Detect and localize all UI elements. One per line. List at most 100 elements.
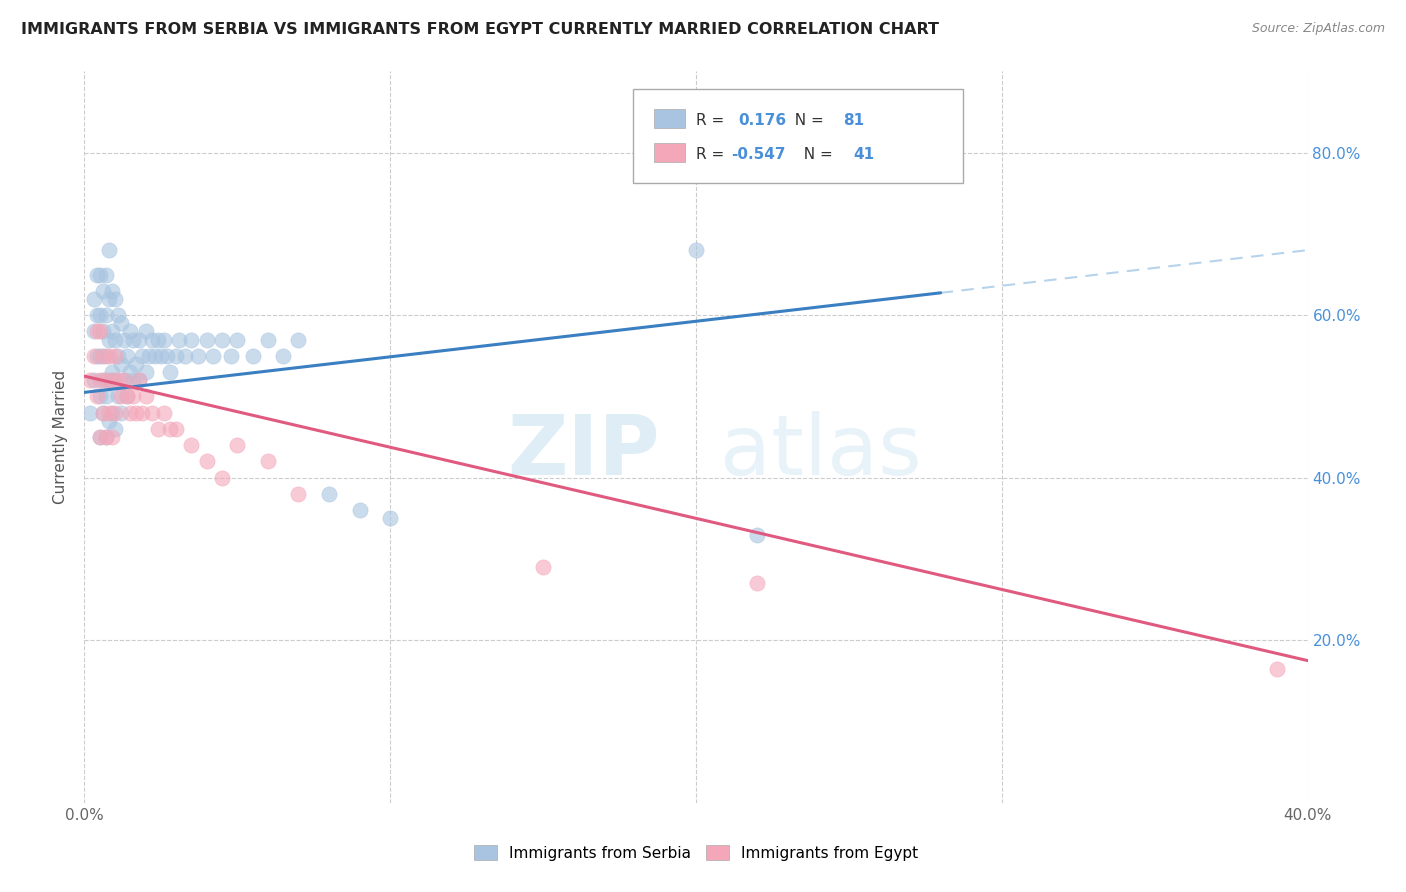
- Point: [89, 430, 111, 444]
- Point: [195, 454, 218, 468]
- Point: [167, 333, 190, 347]
- Point: [287, 487, 309, 501]
- Point: [91, 349, 114, 363]
- Text: -0.547: -0.547: [731, 147, 786, 162]
- Point: [120, 406, 142, 420]
- Point: [89, 430, 111, 444]
- Text: 41: 41: [853, 147, 875, 162]
- Point: [115, 349, 138, 363]
- Point: [1265, 662, 1288, 676]
- Point: [153, 333, 176, 347]
- Point: [97, 373, 120, 387]
- Point: [110, 406, 132, 420]
- Point: [94, 349, 117, 363]
- Legend: Immigrants from Serbia, Immigrants from Egypt: Immigrants from Serbia, Immigrants from …: [465, 837, 927, 868]
- Point: [104, 333, 127, 347]
- Point: [349, 503, 371, 517]
- Point: [195, 333, 218, 347]
- Point: [101, 430, 124, 444]
- Point: [125, 406, 148, 420]
- Point: [89, 268, 111, 282]
- Point: [107, 373, 129, 387]
- Point: [104, 422, 127, 436]
- Point: [110, 316, 132, 330]
- Point: [112, 373, 135, 387]
- Point: [86, 325, 108, 339]
- Y-axis label: Currently Married: Currently Married: [53, 370, 69, 504]
- Point: [91, 406, 114, 420]
- Point: [86, 308, 108, 322]
- Point: [89, 308, 111, 322]
- Point: [380, 511, 402, 525]
- Point: [94, 430, 117, 444]
- Point: [112, 373, 135, 387]
- Point: [89, 389, 111, 403]
- Point: [107, 389, 129, 403]
- Point: [226, 333, 249, 347]
- Point: [94, 373, 117, 387]
- Point: [101, 373, 124, 387]
- Point: [94, 268, 117, 282]
- Point: [146, 422, 169, 436]
- Point: [97, 333, 120, 347]
- Point: [89, 349, 111, 363]
- Point: [174, 349, 197, 363]
- Point: [94, 430, 117, 444]
- Point: [135, 365, 157, 379]
- Point: [747, 527, 769, 541]
- Point: [211, 333, 233, 347]
- Point: [201, 349, 224, 363]
- Point: [91, 406, 114, 420]
- Point: [107, 308, 129, 322]
- Text: R =: R =: [696, 147, 730, 162]
- Point: [89, 373, 111, 387]
- Point: [79, 373, 101, 387]
- Point: [115, 389, 138, 403]
- Point: [146, 333, 169, 347]
- Point: [128, 373, 150, 387]
- Text: 81: 81: [844, 113, 865, 128]
- Point: [104, 292, 127, 306]
- Point: [180, 333, 202, 347]
- Point: [165, 422, 187, 436]
- Point: [104, 406, 127, 420]
- Point: [128, 373, 150, 387]
- Point: [242, 349, 264, 363]
- Point: [257, 333, 280, 347]
- Point: [531, 560, 554, 574]
- Text: IMMIGRANTS FROM SERBIA VS IMMIGRANTS FROM EGYPT CURRENTLY MARRIED CORRELATION CH: IMMIGRANTS FROM SERBIA VS IMMIGRANTS FRO…: [21, 22, 939, 37]
- Point: [104, 349, 127, 363]
- Point: [685, 243, 707, 257]
- Point: [219, 349, 242, 363]
- Point: [91, 325, 114, 339]
- Text: atlas: atlas: [720, 411, 922, 492]
- Point: [287, 333, 309, 347]
- Point: [86, 268, 108, 282]
- Point: [83, 292, 105, 306]
- Point: [91, 373, 114, 387]
- Point: [101, 406, 124, 420]
- Point: [226, 438, 249, 452]
- Point: [257, 454, 280, 468]
- Point: [79, 406, 101, 420]
- Point: [159, 365, 181, 379]
- Point: [83, 373, 105, 387]
- Point: [138, 349, 160, 363]
- Point: [101, 325, 124, 339]
- Point: [159, 422, 181, 436]
- Point: [141, 333, 163, 347]
- Point: [747, 576, 769, 591]
- Text: ZIP: ZIP: [506, 411, 659, 492]
- Point: [186, 349, 208, 363]
- Point: [112, 333, 135, 347]
- Point: [318, 487, 340, 501]
- Point: [97, 406, 120, 420]
- Point: [271, 349, 294, 363]
- Point: [86, 349, 108, 363]
- Point: [180, 438, 202, 452]
- Point: [83, 325, 105, 339]
- Point: [131, 349, 153, 363]
- Text: Source: ZipAtlas.com: Source: ZipAtlas.com: [1251, 22, 1385, 36]
- Point: [97, 349, 120, 363]
- Point: [131, 406, 153, 420]
